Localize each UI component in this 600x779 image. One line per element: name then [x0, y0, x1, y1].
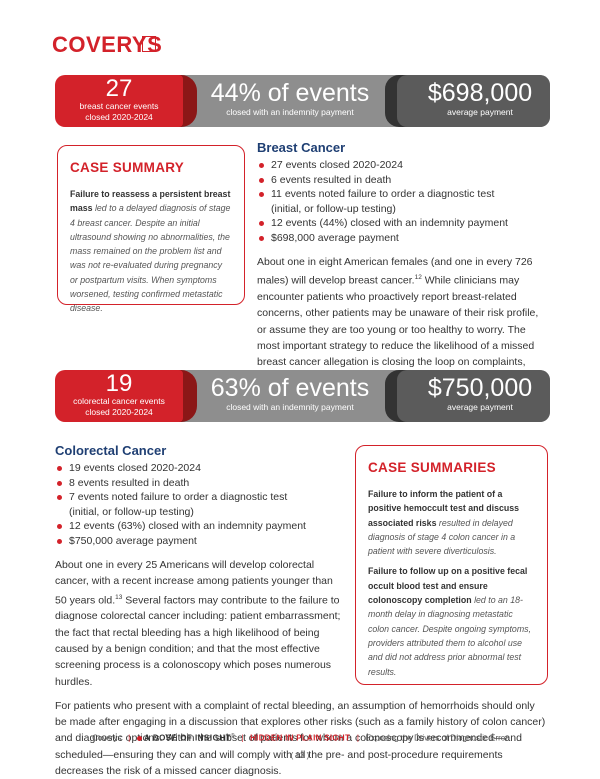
subtitle: Exposing the Drivers of Diagnostic Error: [365, 733, 508, 743]
count-label: closed 2020-2024: [85, 407, 153, 417]
bullet: 27 events closed 2020-2024: [257, 158, 550, 173]
percent-label: closed with an indemnity payment: [226, 107, 354, 117]
count-label: breast cancer events: [79, 101, 159, 111]
case-box: CASE SUMMARIES Failure to inform the pat…: [355, 445, 548, 685]
banner-red: 27 breast cancer events closed 2020-2024: [55, 75, 183, 127]
bullet-text: 8 events resulted in death: [69, 476, 190, 489]
bullet: $750,000 average payment: [55, 534, 548, 549]
bullet-text: 12 events (44%) closed with an indemnity…: [271, 217, 508, 229]
bullet-list: 27 events closed 2020-2024 6 events resul…: [257, 158, 550, 245]
bullet: 8 events resulted in death: [55, 476, 548, 491]
bullet-text: (initial, or follow-up testing): [69, 505, 194, 518]
banner-dark: [397, 75, 550, 127]
bullet: 12 events (63%) closed with an indemnity…: [55, 519, 548, 534]
percent: 44% of events: [210, 79, 370, 107]
dot: [136, 736, 142, 742]
percent: 63% of events: [210, 374, 370, 402]
brand: Coverys: [92, 733, 122, 743]
bullet: 19 events closed 2020-2024: [55, 461, 548, 476]
bullet-text: 19 events closed 2020-2024: [69, 462, 201, 474]
section-body: CASE SUMMARIES Failure to inform the pat…: [55, 443, 548, 779]
bullet: 6 events resulted in death: [257, 173, 550, 188]
issue: HIDDEN IN PLAIN SIGHT: [250, 733, 351, 743]
footer: Coverys | A DOSE OF INSIGHT® | HIDDEN IN…: [0, 733, 600, 760]
count: 19: [105, 370, 133, 397]
bullet-text: 11 events noted failure to order a diagn…: [271, 188, 495, 200]
logo-mark: [142, 36, 156, 52]
case: Failure to follow up on a positive fecal…: [368, 564, 535, 678]
banner-dark: [397, 370, 550, 422]
series: A DOSE OF INSIGHT: [144, 733, 231, 743]
count-label: closed 2020-2024: [85, 112, 153, 122]
section-body: Breast Cancer 27 events closed 2020-2024…: [257, 140, 550, 403]
reg: ®: [230, 733, 235, 739]
footnote-ref: 13: [115, 593, 123, 601]
separator: |: [356, 733, 359, 743]
bullet: $698,000 average payment: [257, 231, 550, 246]
case-text: led to an 18-month delay in diagnosing m…: [368, 595, 531, 677]
separator: |: [241, 733, 244, 743]
bullet-text: $750,000 average payment: [69, 534, 197, 547]
heading: Breast Cancer: [257, 140, 346, 155]
bullet-text: 6 events resulted in death: [271, 173, 392, 186]
case-text: led to a delayed diagnosis of stage 4 br…: [70, 203, 231, 314]
bullet-list: 19 events closed 2020-2024 8 events resul…: [55, 461, 548, 548]
amount: $698,000: [427, 79, 533, 107]
bullet-text: 27 events closed 2020-2024: [271, 159, 403, 171]
bullet: 12 events (44%) closed with an indemnity…: [257, 216, 550, 231]
stats-banner: 19 colorectal cancer events closed 2020-…: [55, 370, 550, 422]
bullet-text: 12 events (63%) closed with an indemnity…: [69, 520, 306, 532]
count: 27: [105, 75, 133, 102]
box-title: CASE SUMMARIES: [368, 460, 496, 475]
footnote-ref: 12: [414, 274, 422, 282]
case-box: CASE SUMMARY Failure to reassess a persi…: [57, 145, 245, 313]
amount-label: average payment: [447, 402, 513, 412]
bullet: 11 events noted failure to order a diagn…: [257, 187, 550, 216]
banner-red: 19 colorectal cancer events closed 2020-…: [55, 370, 183, 422]
paragraph: About one in every 25 Americans will dev…: [55, 557, 345, 690]
closing-paragraph: For patients who present with a complain…: [55, 699, 546, 778]
case-lead: Failure to reassess a persistent breast …: [70, 189, 231, 214]
bullet-text: $698,000 average payment: [271, 231, 399, 244]
stats-banner: 27 breast cancer events closed 2020-2024…: [55, 75, 550, 127]
case-lead: Failure to follow up on a positive fecal…: [368, 566, 528, 606]
case: Failure to reassess a persistent breast …: [70, 187, 232, 316]
bullet-text: (initial, or follow-up testing): [271, 202, 396, 215]
bullet-text: 7 events noted failure to order a diagno…: [69, 491, 288, 503]
case-lead: Failure to inform the patient of a posit…: [368, 489, 520, 528]
percent-label: closed with an indemnity payment: [226, 402, 354, 412]
count-label: colorectal cancer events: [73, 396, 165, 406]
case: Failure to inform the patient of a posit…: [368, 487, 535, 558]
heading: Colorectal Cancer: [55, 443, 167, 458]
page-number: ( 13 ): [290, 750, 310, 760]
bullet: 7 events noted failure to order a diagno…: [55, 490, 548, 519]
amount-label: average payment: [447, 107, 513, 117]
text: About one in eight American females (and…: [257, 256, 533, 287]
box-title: CASE SUMMARY: [70, 160, 185, 175]
text: Several factors may contribute to the fa…: [55, 594, 341, 688]
text: About one in every 25 Americans will dev…: [55, 559, 333, 607]
amount: $750,000: [427, 374, 533, 402]
separator: |: [128, 733, 131, 743]
case-text: resulted in delayed diagnosis of stage 4…: [368, 517, 516, 557]
